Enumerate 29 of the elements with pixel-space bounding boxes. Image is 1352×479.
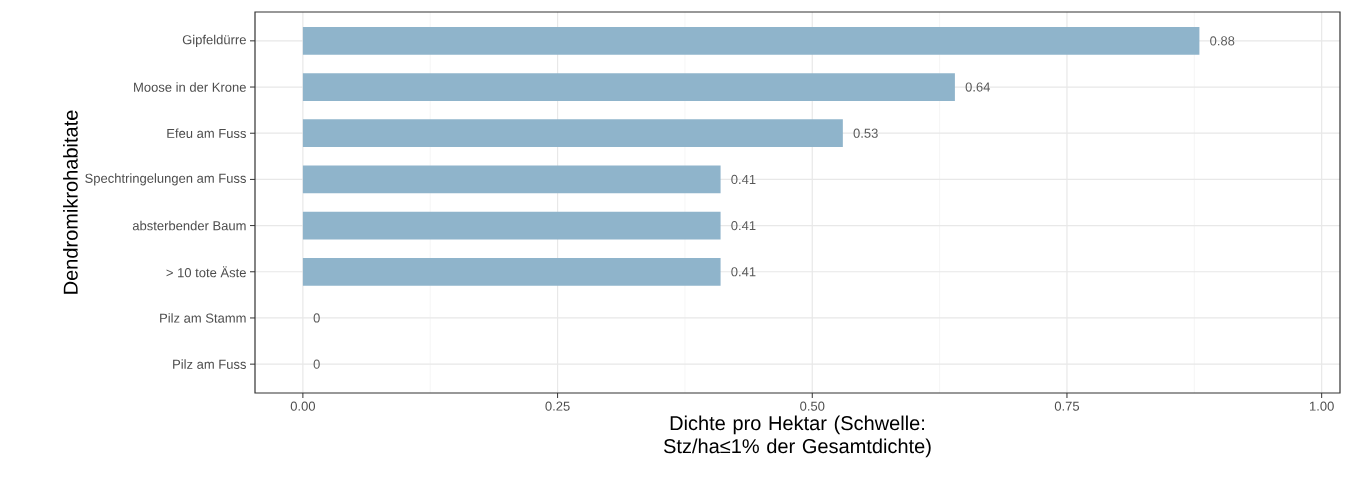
y-tick-label: Moose in der Krone: [134, 82, 246, 92]
data-label: 0: [313, 313, 320, 323]
bar: [302, 211, 721, 240]
data-label: 0.64: [965, 82, 991, 92]
x-tick-label: 0.75: [1054, 401, 1080, 411]
data-label: 0.41: [731, 174, 756, 185]
x-tick-label: 0.25: [545, 401, 570, 411]
bar: [302, 27, 1200, 55]
x-tick-label: 0.00: [290, 401, 316, 411]
data-label: 0.41: [731, 220, 756, 231]
y-tick-label: Spechtringelungen am Fuss: [85, 173, 246, 186]
data-label: 0: [313, 359, 320, 369]
data-label: 0.53: [853, 128, 878, 138]
y-tick-label: Efeu am Fuss: [167, 128, 246, 138]
data-label: 0.88: [1210, 36, 1235, 46]
bar: [302, 165, 721, 194]
x-tick-label: 0.50: [800, 401, 825, 411]
y-axis-title: Dendromikrohabitate: [63, 110, 78, 294]
y-tick-label: Gipfeldürre: [182, 34, 246, 47]
y-tick-label: > 10 tote Äste: [166, 266, 246, 278]
bar: [302, 257, 721, 286]
bar: [302, 73, 955, 101]
y-tick-label: Pilz am Fuss: [173, 359, 246, 369]
data-label: 0.41: [731, 267, 756, 277]
y-tick-label: Pilz am Stamm: [160, 313, 246, 323]
y-tick-label: absterbender Baum: [132, 220, 246, 231]
x-tick-label: 1.00: [1309, 401, 1334, 411]
bar: [302, 119, 843, 148]
x-axis-title: Dichte pro Hektar (Schwelle: Stz/ha≤1% der Gesamtdichte): [663, 415, 931, 458]
